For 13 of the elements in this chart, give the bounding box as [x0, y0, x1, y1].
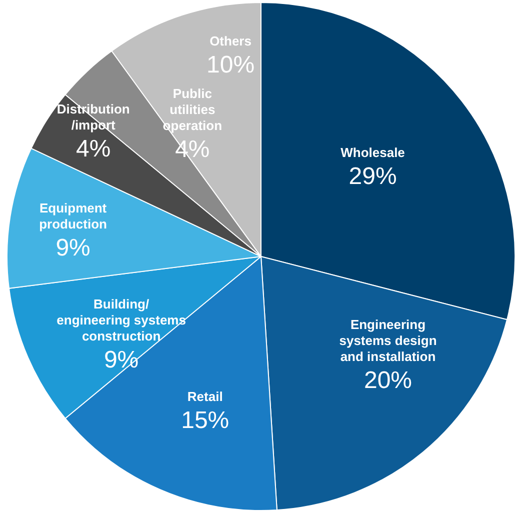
slice-label: Engineering systems design and installation [339, 317, 437, 364]
slice-label: Equipment production [39, 200, 108, 232]
data-label: 9% [56, 234, 90, 262]
slice-label: Retail [187, 388, 223, 404]
data-label: 15% [181, 406, 230, 434]
data-label: 29% [348, 163, 397, 190]
slice-label: Building/ engineering systems construction [56, 296, 186, 344]
data-label: 4% [76, 136, 111, 162]
slice-label: Others [210, 33, 252, 48]
data-label: 20% [364, 367, 412, 394]
data-label: 9% [104, 346, 139, 374]
data-label: 10% [206, 51, 255, 78]
slice-label: Wholesale [340, 145, 405, 160]
